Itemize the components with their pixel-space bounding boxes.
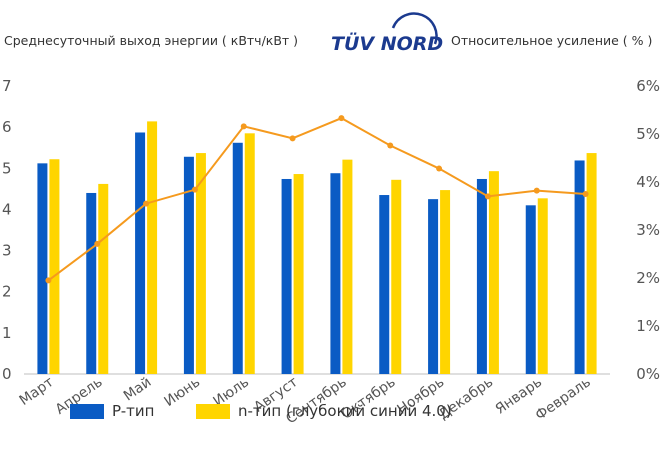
chart-line (45, 115, 589, 284)
bar-p-type (525, 205, 536, 374)
gain-point (338, 115, 345, 122)
gain-point (289, 135, 296, 142)
left-axis-title: Среднесуточный выход энергии ( кВтч/кВт … (4, 33, 299, 48)
left-tick-label: 0 (2, 365, 12, 383)
left-tick-label: 2 (2, 283, 12, 301)
gain-point (191, 186, 198, 193)
legend-label-p-type: P-тип (112, 402, 155, 420)
bar-n-type (98, 183, 109, 374)
bar-n-type (342, 159, 353, 374)
bar-n-type (488, 171, 499, 374)
chart-bars (37, 121, 597, 374)
right-tick-label: 3% (636, 221, 660, 239)
right-tick-label: 5% (636, 125, 660, 143)
right-axis-title: Относительное усиление ( % ) (451, 33, 653, 48)
chart-ticks: 0 1 2 3 4 5 6 7 0% 1% 2% 3% 4% 5% 6% (2, 77, 660, 383)
bar-p-type (37, 163, 48, 374)
bar-n-type (586, 153, 597, 374)
bar-p-type (281, 178, 292, 374)
bar-p-type (574, 160, 585, 374)
left-tick-label: 7 (2, 77, 12, 95)
gain-point (240, 123, 247, 130)
left-tick-label: 4 (2, 200, 12, 218)
gain-point (533, 187, 540, 194)
right-tick-label: 4% (636, 173, 660, 191)
left-tick-label: 5 (2, 159, 12, 177)
bar-p-type (379, 195, 390, 374)
bar-n-type (147, 121, 158, 374)
gain-line (47, 117, 586, 282)
bar-p-type (476, 178, 487, 374)
legend-swatch-p-type (70, 403, 104, 419)
category-label: Февраль (533, 374, 594, 424)
left-tick-label: 6 (2, 118, 12, 136)
bar-n-type (293, 174, 304, 374)
left-tick-label: 3 (2, 242, 12, 260)
bar-n-type (195, 153, 206, 374)
bar-p-type (135, 132, 146, 374)
gain-point (436, 165, 443, 172)
bar-p-type (232, 142, 243, 374)
bar-n-type (244, 133, 255, 374)
right-tick-label: 6% (636, 77, 660, 95)
legend-item-n-type: n-тип (глубокий синий 4.0) (196, 402, 452, 420)
logo-text: TÜV NORD (331, 31, 443, 54)
bar-n-type (391, 179, 402, 374)
gain-point (45, 277, 52, 284)
bar-n-type (537, 198, 548, 374)
tuv-nord-logo-graphic: TÜV NORD (331, 12, 443, 55)
legend-item-p-type: P-тип (70, 402, 154, 420)
left-tick-label: 1 (2, 324, 12, 342)
bar-n-type (49, 159, 60, 374)
right-tick-label: 1% (636, 317, 660, 335)
bar-p-type (330, 173, 341, 374)
bar-p-type (428, 199, 439, 374)
gain-point (143, 200, 150, 207)
right-tick-label: 2% (636, 269, 660, 287)
bar-n-type (440, 190, 451, 374)
bar-p-type (183, 156, 194, 374)
gain-point (387, 142, 394, 149)
bar-p-type (86, 192, 97, 374)
right-tick-label: 0% (636, 365, 660, 383)
gain-point (94, 240, 101, 247)
gain-point (582, 191, 589, 197)
category-label: Март (17, 374, 57, 409)
tuv-nord-logo: TÜV NORD (327, 4, 447, 55)
legend-label-n-type: n-тип (глубокий синий 4.0) (238, 402, 452, 420)
category-label: Май (121, 374, 155, 404)
legend-swatch-n-type (196, 403, 230, 419)
gain-point (484, 193, 491, 200)
